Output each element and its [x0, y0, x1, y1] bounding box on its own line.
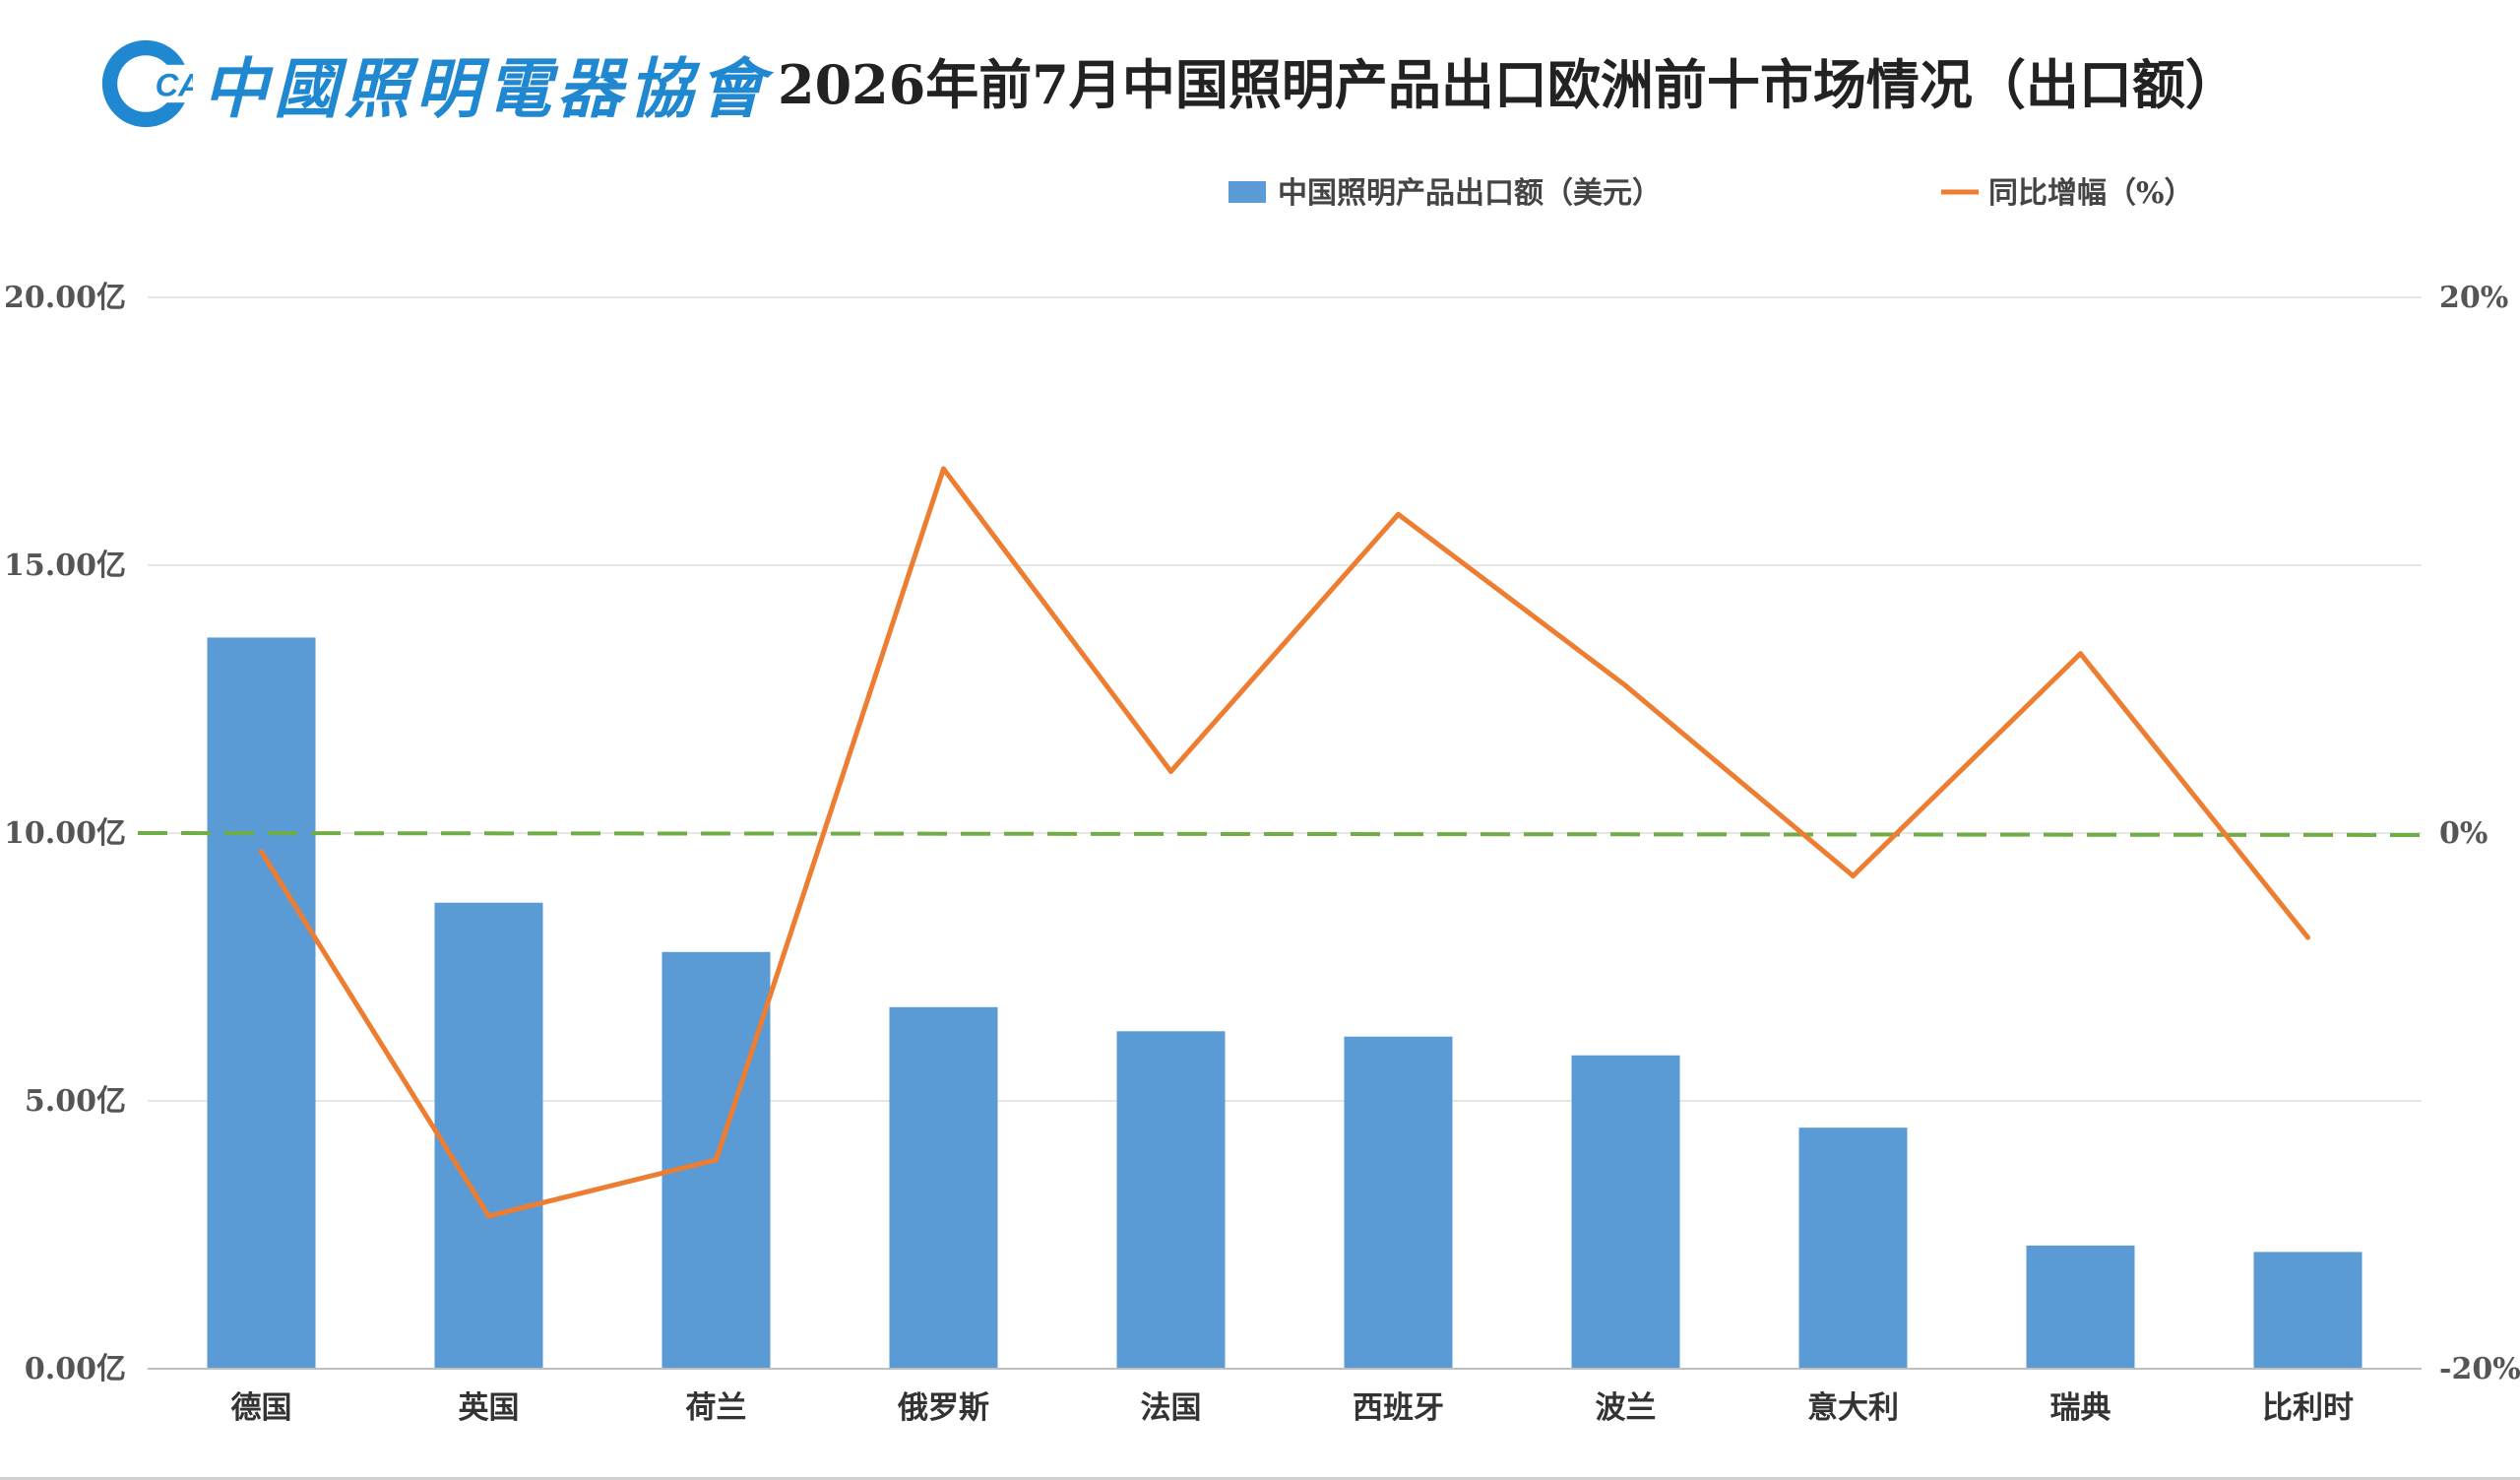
category-label: 西班牙: [1353, 1390, 1444, 1426]
zero-reference-line: [137, 831, 2423, 837]
chart-title: 2026年前7月中国照明产品出口欧洲前十市场情况（出口额）: [778, 53, 2238, 116]
category-label: 波兰: [1596, 1390, 1657, 1426]
logo-mark-text: CALI: [156, 66, 193, 102]
bar: [434, 902, 543, 1369]
bar: [2253, 1252, 2362, 1369]
category-label: 瑞典: [2050, 1390, 2111, 1426]
association-logo: CALI 中國照明電器協會: [98, 34, 770, 133]
logo-text: 中國照明電器協會: [203, 50, 770, 127]
legend-bar-label: 中国照明产品出口额（美元）: [1278, 176, 1662, 211]
axes: 0.00亿 5.00亿 10.00亿 15.00亿 20.00亿 -20% 0% 20% 德国 英…: [4, 281, 2520, 1426]
growth-point: [1623, 682, 1628, 688]
left-axis-tick-label: 15.00亿: [4, 548, 126, 583]
legend-bar-swatch: [1228, 181, 1266, 203]
growth-point: [1396, 511, 1401, 517]
bottom-divider: [0, 1477, 2520, 1480]
growth-point: [941, 466, 946, 472]
bar: [1344, 1036, 1453, 1369]
growth-point: [259, 849, 264, 855]
category-label: 荷兰: [686, 1390, 747, 1426]
chart-header: CALI 中國照明電器協會 2026年前7月中国照明产品出口欧洲前十市场情况（出…: [0, 0, 2520, 158]
growth-line-series: [259, 466, 2310, 1219]
growth-point: [1168, 768, 1173, 774]
category-label: 德国: [231, 1390, 292, 1426]
right-axis-tick-label: 20%: [2439, 281, 2508, 315]
legend-line-label: 同比增幅（%）: [1988, 176, 2194, 211]
category-label: 意大利: [1807, 1390, 1899, 1426]
right-axis-tick-label: 0%: [2439, 816, 2488, 851]
growth-line: [259, 466, 2310, 1219]
bar: [2026, 1245, 2135, 1369]
bar: [1571, 1055, 1680, 1369]
bar: [1116, 1031, 1226, 1369]
left-axis-tick-label: 5.00亿: [25, 1084, 126, 1119]
left-axis-tick-label: 0.00亿: [25, 1352, 126, 1386]
left-axis-tick-label: 20.00亿: [4, 281, 126, 315]
cali-logo-icon: CALI: [101, 39, 193, 128]
left-axis-tick-label: 10.00亿: [4, 816, 126, 851]
category-label: 比利时: [2262, 1390, 2354, 1426]
bar: [1798, 1127, 1908, 1369]
category-label: 法国: [1141, 1390, 1202, 1426]
growth-point: [2078, 651, 2083, 657]
bar: [207, 637, 316, 1369]
growth-point: [714, 1157, 719, 1163]
growth-point: [2305, 934, 2310, 940]
growth-point: [486, 1213, 491, 1219]
legend: 中国照明产品出口额（美元） 同比增幅（%）: [1228, 176, 2194, 211]
category-label: 俄罗斯: [897, 1390, 989, 1426]
bar: [889, 1006, 998, 1369]
category-label: 英国: [459, 1390, 520, 1426]
growth-point: [1851, 873, 1856, 879]
bar-series: [207, 637, 2362, 1369]
right-axis-tick-label: -20%: [2439, 1352, 2520, 1386]
